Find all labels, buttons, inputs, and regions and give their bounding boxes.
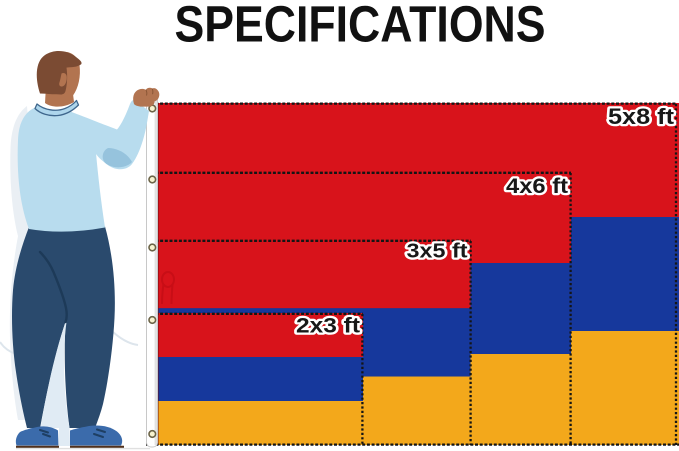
svg-text:4x6 ft: 4x6 ft — [506, 175, 568, 198]
svg-text:5x8 ft: 5x8 ft — [608, 104, 675, 129]
svg-text:2x3 ft: 2x3 ft — [296, 315, 360, 338]
svg-text:3x5 ft: 3x5 ft — [407, 241, 468, 263]
svg-text:SPECIFICATIONS: SPECIFICATIONS — [175, 0, 546, 53]
